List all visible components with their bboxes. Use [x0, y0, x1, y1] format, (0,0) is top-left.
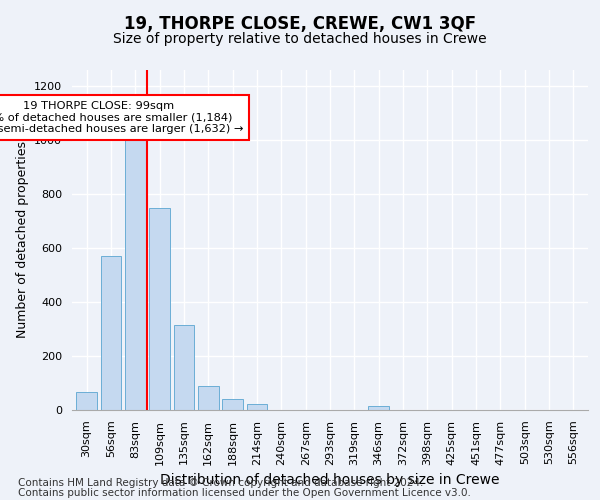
Bar: [76, 392, 97, 410]
Y-axis label: Number of detached properties: Number of detached properties: [16, 142, 29, 338]
Bar: [247, 404, 268, 410]
Bar: [125, 140, 146, 410]
Bar: [198, 386, 218, 410]
Bar: [101, 256, 121, 410]
Text: 19, THORPE CLOSE, CREWE, CW1 3QF: 19, THORPE CLOSE, CREWE, CW1 3QF: [124, 15, 476, 33]
Bar: [368, 406, 389, 410]
Bar: [149, 208, 170, 410]
Text: Contains public sector information licensed under the Open Government Licence v3: Contains public sector information licen…: [18, 488, 471, 498]
X-axis label: Distribution of detached houses by size in Crewe: Distribution of detached houses by size …: [160, 473, 500, 487]
Bar: [222, 399, 243, 410]
Text: Size of property relative to detached houses in Crewe: Size of property relative to detached ho…: [113, 32, 487, 46]
Text: 19 THORPE CLOSE: 99sqm
← 42% of detached houses are smaller (1,184)
57% of semi-: 19 THORPE CLOSE: 99sqm ← 42% of detached…: [0, 101, 244, 134]
Text: Contains HM Land Registry data © Crown copyright and database right 2024.: Contains HM Land Registry data © Crown c…: [18, 478, 424, 488]
Bar: [173, 325, 194, 410]
